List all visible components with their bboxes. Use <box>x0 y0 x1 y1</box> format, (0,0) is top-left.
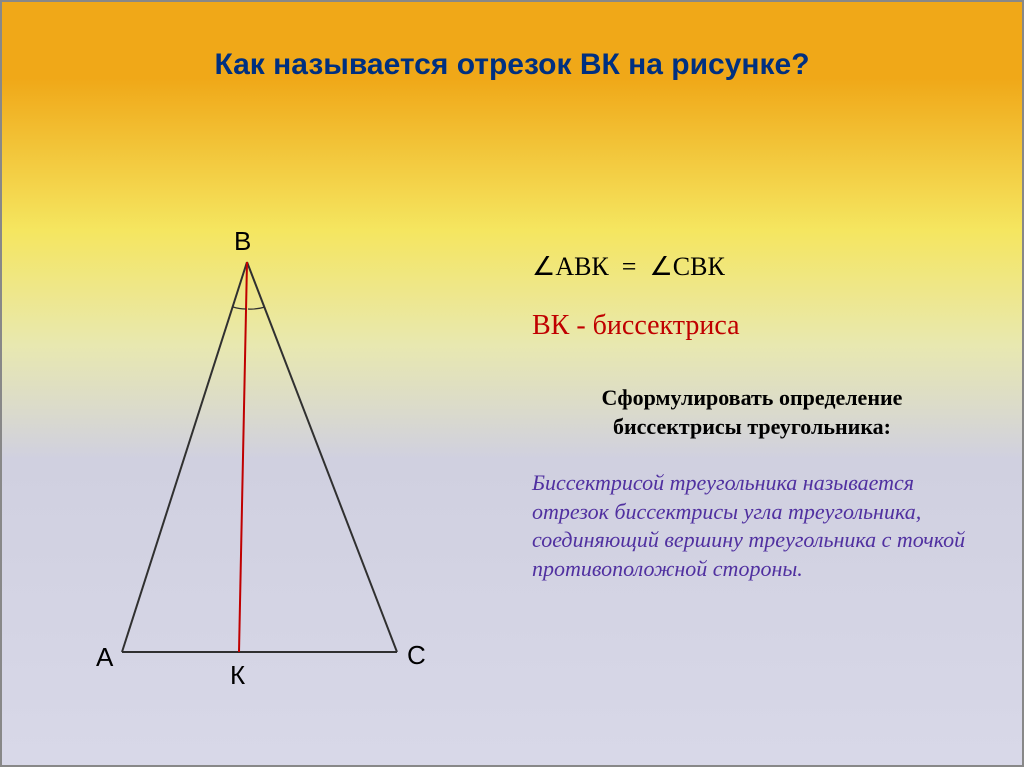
slide-title: Как называется отрезок ВК на рисунке? <box>2 48 1022 82</box>
angle-icon: ∠ <box>532 252 555 281</box>
answer-text: ВК - биссектриса <box>532 310 972 342</box>
prompt-line1: Сформулировать определение <box>602 385 903 410</box>
angle-arc-left <box>233 307 246 309</box>
angle-arc-right <box>248 307 265 309</box>
eq-rhs: СВК <box>673 252 725 281</box>
angle-equation: ∠АВК = ∠СВК <box>532 252 972 282</box>
text-column: ∠АВК = ∠СВК ВК - биссектриса Сформулиров… <box>532 252 972 584</box>
triangle-svg <box>102 232 422 692</box>
eq-lhs: АВК <box>555 252 608 281</box>
vertex-a-label: А <box>96 642 113 673</box>
prompt-line2: биссектрисы треугольника: <box>613 414 891 439</box>
side-ab <box>122 262 247 652</box>
slide: Как называется отрезок ВК на рисунке? В … <box>0 0 1024 767</box>
angle-icon: ∠ <box>649 252 672 281</box>
bisector-bk <box>239 262 247 652</box>
definition-prompt: Сформулировать определение биссектрисы т… <box>532 384 972 441</box>
vertex-c-label: С <box>407 640 426 671</box>
vertex-b-label: В <box>234 226 251 257</box>
definition-text: Биссектрисой треугольника называется отр… <box>532 469 972 583</box>
triangle-diagram: В А С К <box>102 232 422 672</box>
vertex-k-label: К <box>230 660 245 691</box>
side-bc <box>247 262 397 652</box>
